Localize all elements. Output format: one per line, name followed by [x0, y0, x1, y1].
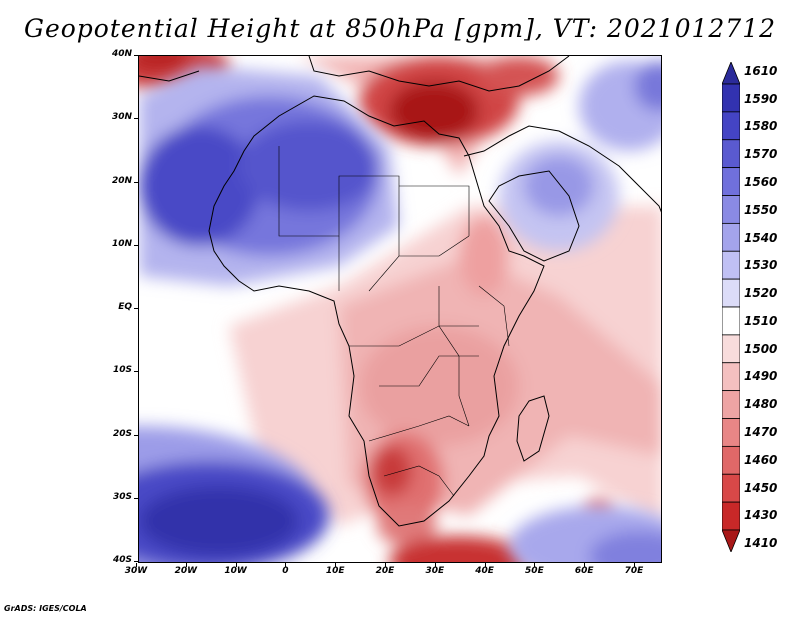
lon-tick: [185, 563, 187, 567]
colorbar-segment: [722, 222, 740, 252]
lon-tick: [584, 563, 586, 567]
colorbar-segment: [722, 445, 740, 475]
lon-tick-label: 40E: [475, 566, 494, 576]
lat-tick: [134, 497, 138, 499]
colorbar-segment: [722, 334, 740, 364]
africa-coast: [208, 95, 545, 527]
lat-tick: [134, 118, 138, 120]
lon-tick-label: 30W: [124, 566, 148, 576]
lon-tick: [285, 563, 287, 567]
lat-tick-label: 10S: [112, 365, 132, 376]
colorbar-label: 1550: [744, 202, 778, 217]
colorbar-label: 1450: [744, 480, 778, 495]
colorbar-label: 1580: [744, 119, 778, 134]
field-low-regions: [139, 56, 661, 562]
colorbar-segment: [722, 139, 740, 169]
chart-title: Geopotential Height at 850hPa [gpm], VT:…: [23, 14, 777, 43]
lat-tick-label: 10N: [111, 238, 132, 249]
lat-tick: [134, 181, 138, 183]
map-svg: [139, 56, 661, 562]
lon-tick-label: 60E: [574, 566, 594, 576]
colorbar-label: 1410: [744, 536, 778, 551]
country-borders: [278, 146, 510, 497]
lat-tick-label: 40N: [111, 49, 132, 59]
colorbar-bottom-arrow: [722, 529, 740, 552]
coastlines: [139, 56, 661, 527]
lat-tick-label: 20N: [111, 175, 132, 186]
colorbar-label: 1510: [744, 313, 778, 328]
lat-tick: [134, 561, 138, 562]
colorbar-label: 1530: [744, 258, 778, 273]
colorbar-label: 1560: [744, 174, 778, 189]
colorbar-segment: [722, 83, 740, 113]
lat-tick: [134, 434, 138, 436]
colorbar-segment: [722, 390, 740, 419]
lon-tick-label: 70E: [624, 566, 644, 576]
arabia-coast: [488, 170, 580, 262]
lon-tick-label: 0: [282, 566, 289, 576]
colorbar-segment: [722, 473, 740, 503]
colorbar-label: 1460: [744, 452, 778, 467]
lat-tick-label: EQ: [118, 302, 132, 312]
grads-credit: GrADS: IGES/COLA: [4, 604, 87, 613]
lon-tick-label: 20W: [174, 566, 198, 576]
map-plot-area: [138, 55, 662, 563]
field-high-regions: [139, 61, 661, 562]
colorbar-segment: [722, 418, 740, 447]
colorbar-segment: [722, 306, 740, 336]
lat-tick-label: 30S: [112, 491, 132, 502]
lon-tick-label: 30E: [425, 566, 445, 576]
colorbar-segment: [722, 501, 740, 531]
lon-tick: [534, 563, 536, 567]
lon-tick-label: 20E: [375, 566, 395, 576]
colorbar-segment: [722, 195, 740, 224]
lat-tick-label: 40S: [112, 555, 132, 565]
colorbar-segment: [722, 278, 740, 308]
colorbar-label: 1540: [744, 230, 778, 245]
lat-tick-label: 20S: [112, 428, 132, 439]
colorbar-label: 1430: [744, 508, 778, 523]
lat-tick: [134, 308, 138, 309]
madagascar-coast: [516, 395, 550, 462]
colorbar-segment: [722, 250, 740, 280]
iberia-coast: [139, 70, 200, 82]
colorbar-label: 1590: [744, 91, 778, 106]
lon-tick: [235, 563, 237, 567]
lon-tick: [634, 563, 635, 567]
colorbar-label: 1470: [744, 425, 778, 440]
colorbar-label: 1500: [744, 341, 778, 356]
colorbar-segment: [722, 362, 740, 392]
middle-east-coast: [463, 125, 661, 213]
colorbar-label: 1610: [744, 63, 778, 78]
lon-tick: [484, 563, 486, 567]
lon-tick-label: 10W: [224, 566, 247, 576]
colorbar-label: 1480: [744, 397, 778, 412]
lon-tick: [434, 563, 436, 567]
lat-tick: [134, 244, 138, 246]
lat-tick: [134, 55, 138, 56]
colorbar-top-arrow: [722, 62, 740, 85]
lat-tick: [134, 371, 138, 373]
colorbar-segment: [722, 111, 740, 141]
lon-tick: [385, 563, 386, 567]
colorbar-label: 1570: [744, 147, 778, 162]
lat-tick-label: 30N: [111, 112, 132, 123]
lon-tick: [335, 563, 337, 567]
colorbar: [722, 62, 740, 552]
colorbar-segment: [722, 167, 740, 196]
lon-tick-label: 10E: [325, 566, 345, 576]
lon-tick-label: 50E: [525, 566, 544, 576]
europe-coast: [308, 56, 570, 92]
colorbar-label: 1490: [744, 369, 778, 384]
colorbar-label: 1520: [744, 286, 778, 301]
lon-tick: [136, 563, 137, 567]
